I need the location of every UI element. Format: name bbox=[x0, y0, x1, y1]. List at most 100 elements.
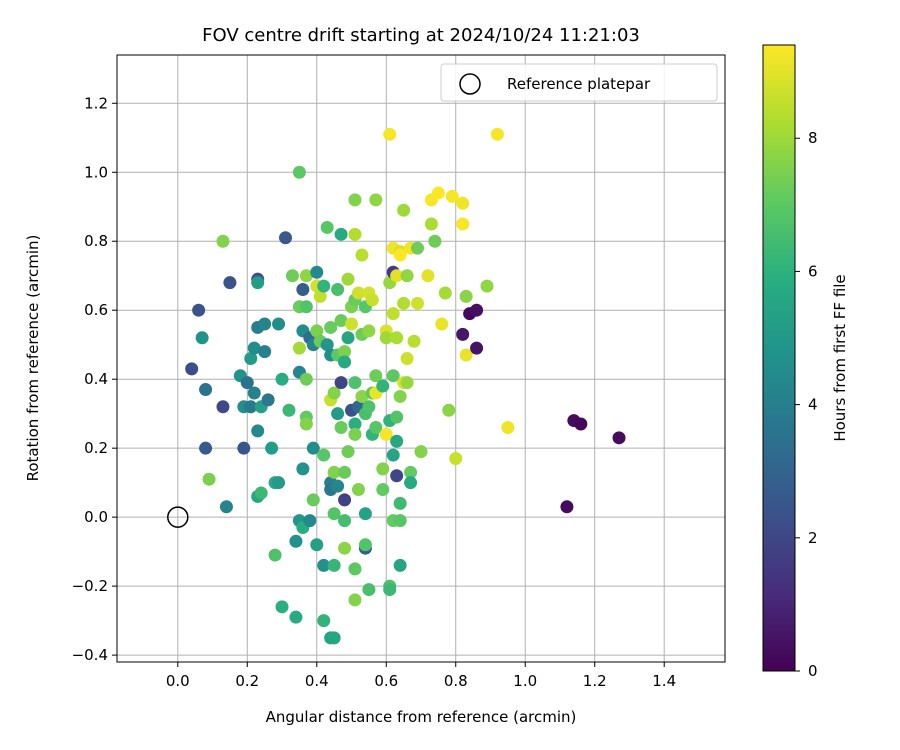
scatter-point bbox=[317, 448, 331, 462]
scatter-point bbox=[272, 317, 286, 331]
x-tick-label: 0.6 bbox=[374, 672, 398, 690]
colorbar-tick-label: 6 bbox=[808, 262, 818, 280]
scatter-point bbox=[261, 393, 275, 407]
scatter-point bbox=[358, 507, 372, 521]
scatter-point bbox=[338, 345, 352, 359]
scatter-point bbox=[338, 514, 352, 528]
scatter-point bbox=[404, 465, 418, 479]
scatter-point bbox=[195, 331, 209, 345]
scatter-point bbox=[341, 445, 355, 459]
scatter-point bbox=[282, 403, 296, 417]
y-tick-label: 0.2 bbox=[84, 439, 108, 457]
scatter-point bbox=[265, 441, 279, 455]
scatter-point bbox=[299, 269, 313, 283]
scatter-point bbox=[279, 231, 293, 245]
scatter-point bbox=[397, 296, 411, 310]
scatter-point bbox=[317, 614, 331, 628]
x-tick-label: 1.4 bbox=[652, 672, 676, 690]
scatter-point bbox=[338, 465, 352, 479]
scatter-point bbox=[320, 338, 334, 352]
scatter-point bbox=[317, 558, 331, 572]
scatter-point bbox=[258, 345, 272, 359]
scatter-point bbox=[327, 386, 341, 400]
scatter-point bbox=[303, 514, 317, 528]
colorbar-tick-label: 4 bbox=[808, 396, 818, 414]
scatter-point bbox=[411, 241, 425, 255]
scatter-point bbox=[411, 296, 425, 310]
scatter-point bbox=[348, 593, 362, 607]
y-tick-label: 0.6 bbox=[84, 301, 108, 319]
y-axis: −0.4 −0.2 0.0 0.2 0.4 0.6 0.8 1.0 1.2 bbox=[72, 94, 117, 664]
scatter-point bbox=[223, 276, 237, 290]
scatter-point bbox=[369, 369, 383, 383]
scatter-point bbox=[275, 600, 289, 614]
scatter-point bbox=[351, 286, 365, 300]
scatter-point bbox=[574, 417, 588, 431]
colorbar-tick-label: 2 bbox=[808, 529, 818, 547]
scatter-point bbox=[299, 372, 313, 386]
scatter-point bbox=[251, 424, 265, 438]
scatter-point bbox=[404, 476, 418, 490]
colorbar: 0 2 4 6 8 Hours from first FF file bbox=[762, 44, 849, 680]
scatter-point bbox=[365, 293, 379, 307]
y-tick-label: −0.2 bbox=[72, 577, 108, 595]
scatter-point bbox=[299, 300, 313, 314]
scatter-point bbox=[376, 379, 390, 393]
scatter-point bbox=[369, 193, 383, 207]
scatter-point bbox=[334, 376, 348, 390]
scatter-point bbox=[341, 272, 355, 286]
scatter-point bbox=[386, 448, 400, 462]
chart-title: FOV centre drift starting at 2024/10/24 … bbox=[202, 25, 640, 46]
scatter-point bbox=[289, 534, 303, 548]
scatter-point bbox=[338, 493, 352, 507]
scatter-point bbox=[185, 362, 199, 376]
scatter-point bbox=[275, 372, 289, 386]
scatter-point bbox=[459, 289, 473, 303]
scatter-point bbox=[292, 341, 306, 355]
scatter-point bbox=[501, 420, 515, 434]
scatter-point bbox=[435, 317, 449, 331]
scatter-point bbox=[338, 541, 352, 555]
scatter-point bbox=[376, 462, 390, 476]
scatter-point bbox=[247, 341, 261, 355]
scatter-point bbox=[386, 369, 400, 383]
scatter-point bbox=[376, 483, 390, 497]
scatter-point bbox=[362, 400, 376, 414]
scatter-point bbox=[296, 462, 310, 476]
scatter-point bbox=[345, 317, 359, 331]
x-axis: 0.0 0.2 0.4 0.6 0.8 1.0 1.2 1.4 bbox=[166, 662, 676, 690]
scatter-point bbox=[480, 279, 494, 293]
scatter-point bbox=[247, 386, 261, 400]
scatter-point bbox=[334, 227, 348, 241]
scatter-point bbox=[327, 465, 341, 479]
scatter-point bbox=[456, 217, 470, 231]
scatter-point bbox=[456, 327, 470, 341]
scatter-point bbox=[369, 420, 383, 434]
scatter-point bbox=[338, 355, 352, 369]
scatter-point bbox=[237, 441, 251, 455]
reference-point bbox=[167, 506, 189, 528]
scatter-point bbox=[341, 331, 355, 345]
scatter-point bbox=[490, 127, 504, 141]
scatter-point bbox=[331, 479, 345, 493]
x-tick-label: 1.0 bbox=[513, 672, 537, 690]
y-tick-label: 0.0 bbox=[84, 508, 108, 526]
scatter-point bbox=[306, 441, 320, 455]
scatter-point bbox=[348, 427, 362, 441]
colorbar-tick-label: 8 bbox=[808, 129, 818, 147]
scatter-point bbox=[383, 127, 397, 141]
scatter-point bbox=[331, 283, 345, 297]
y-tick-label: 0.8 bbox=[84, 232, 108, 250]
scatter-point bbox=[400, 376, 414, 390]
scatter-point bbox=[390, 410, 404, 424]
scatter-point bbox=[470, 303, 484, 317]
colorbar-label: Hours from first FF file bbox=[831, 274, 849, 441]
scatter-point bbox=[199, 383, 213, 397]
scatter-point bbox=[393, 496, 407, 510]
scatter-point bbox=[334, 420, 348, 434]
y-tick-label: −0.4 bbox=[72, 646, 108, 664]
scatter-point bbox=[456, 196, 470, 210]
scatter-point bbox=[449, 452, 463, 466]
scatter-point bbox=[470, 341, 484, 355]
